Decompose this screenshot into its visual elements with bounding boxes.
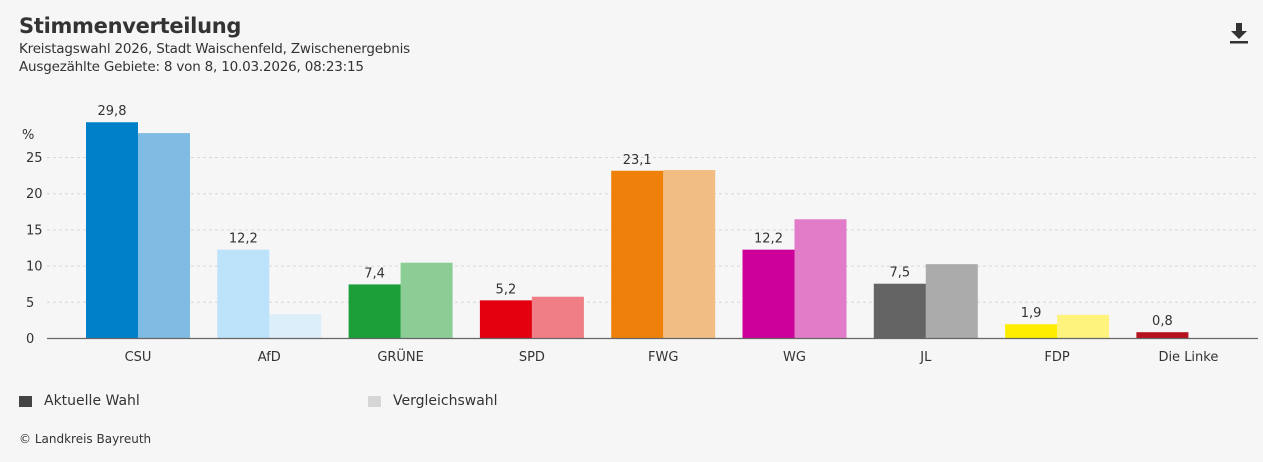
bar-comparison-jl[interactable] [925, 264, 978, 338]
value-label: 12,2 [229, 232, 258, 247]
x-tick-label: JL [919, 350, 932, 365]
download-icon [1230, 23, 1248, 44]
x-tick-label: FDP [1044, 350, 1069, 365]
value-label: 23,1 [623, 153, 652, 168]
bar-current-grüne[interactable] [348, 284, 401, 338]
bar-current-csu[interactable] [86, 122, 138, 338]
value-label: 5,2 [496, 282, 517, 297]
value-label: 29,8 [98, 104, 127, 119]
x-tick-label: FWG [648, 350, 678, 365]
legend-swatch-comparison [368, 395, 381, 407]
legend-current[interactable]: Aktuelle Wahl [19, 393, 140, 409]
legend-comparison[interactable]: Vergleichswahl [368, 393, 498, 409]
value-label: 7,4 [364, 266, 385, 281]
value-label: 7,5 [889, 266, 910, 281]
y-tick-label: 0 [26, 332, 34, 347]
bar-current-jl[interactable] [873, 283, 926, 338]
y-tick-label: 25 [26, 151, 43, 166]
bar-comparison-grüne[interactable] [400, 262, 453, 338]
value-label: 0,8 [1152, 314, 1173, 329]
bar-comparison-wg[interactable] [794, 219, 847, 338]
bar-comparison-fdp[interactable] [1057, 314, 1110, 338]
bar-comparison-spd[interactable] [531, 296, 584, 338]
bar-chart: 0 5 10 15 20 25 % CSU AfD GRÜNE SPD FWG WG JL FDP Die… [22, 104, 1258, 365]
x-tick-label: Die Linke [1158, 350, 1218, 365]
x-tick-label: CSU [125, 350, 152, 365]
legend-swatch-current [19, 395, 32, 407]
x-tick-label: AfD [258, 350, 281, 365]
copyright: © Landkreis Bayreuth [19, 432, 152, 446]
chart-title: Stimmenverteilung [19, 14, 242, 38]
x-tick-label: WG [783, 350, 806, 365]
bar-current-spd[interactable] [479, 300, 532, 338]
x-tick-label: GRÜNE [377, 348, 424, 365]
bar-comparison-afd[interactable] [269, 314, 322, 338]
value-label: 1,9 [1021, 306, 1042, 321]
bar-comparison-csu[interactable] [138, 133, 190, 338]
y-tick-label: 20 [26, 187, 43, 202]
y-tick-label: 5 [26, 296, 34, 311]
value-label: 12,2 [754, 232, 783, 247]
bar-comparison-fwg[interactable] [663, 170, 716, 338]
legend-label-comparison: Vergleichswahl [393, 393, 498, 409]
y-tick-label: 15 [26, 223, 43, 238]
x-tick-label: SPD [519, 350, 545, 365]
bar-current-fwg[interactable] [611, 170, 664, 338]
bar-current-afd[interactable] [217, 249, 270, 338]
download-button[interactable] [1226, 20, 1252, 46]
legend-label-current: Aktuelle Wahl [44, 393, 140, 409]
chart-subtitle: Kreistagswahl 2026, Stadt Waischenfeld, … [19, 41, 410, 57]
count-status: Ausgezählte Gebiete: 8 von 8, 10.03.2026… [19, 59, 364, 75]
bar-current-die-linke[interactable] [1136, 332, 1189, 338]
bar-current-fdp[interactable] [1005, 324, 1058, 338]
y-axis-unit: % [22, 128, 34, 143]
y-tick-label: 10 [26, 260, 43, 275]
bar-current-wg[interactable] [742, 249, 795, 338]
